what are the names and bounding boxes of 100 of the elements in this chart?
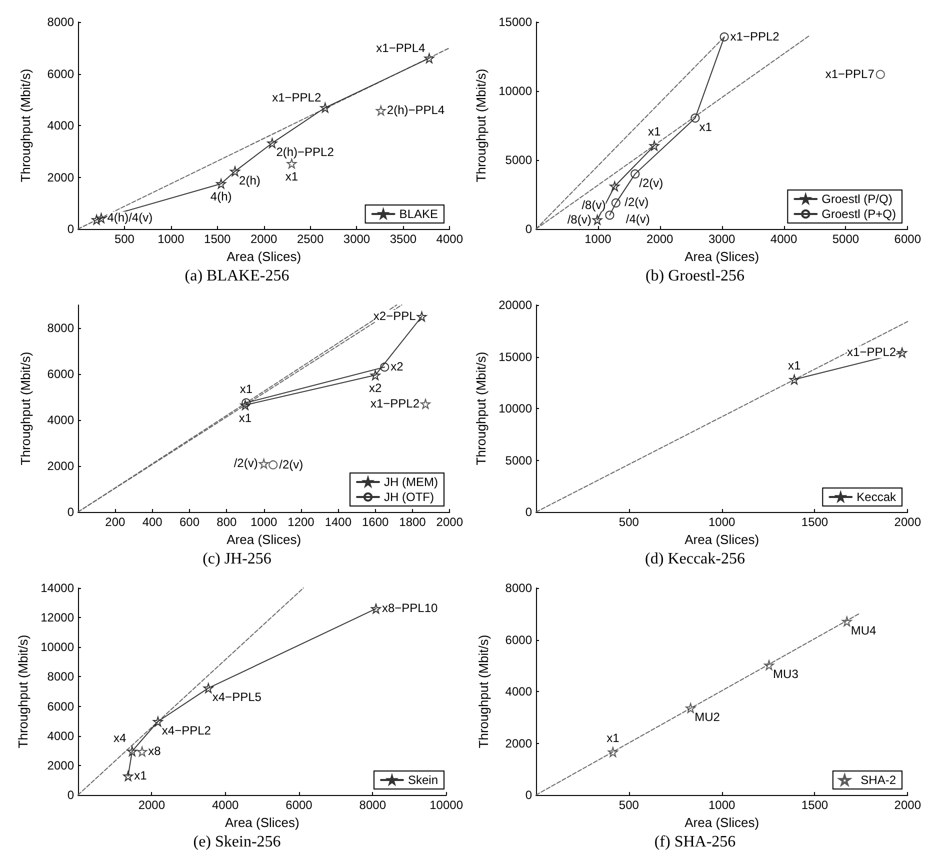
y-axis-title: Throughput (Mbit/s) bbox=[18, 352, 33, 466]
annotation: x4 bbox=[113, 731, 126, 746]
y-axis-title: Throughput (Mbit/s) bbox=[16, 634, 31, 748]
annotation: /2(v) bbox=[639, 176, 664, 190]
annotation: x1 bbox=[606, 731, 620, 746]
x-tick-label: 500 bbox=[114, 232, 135, 246]
y-tick-label: 6000 bbox=[47, 66, 74, 81]
x-tick-label: 1000 bbox=[250, 515, 278, 529]
text: (e) Skein-256 bbox=[193, 834, 281, 850]
annotation: x1−PPL7 bbox=[825, 66, 875, 81]
annotation: x2 bbox=[368, 381, 382, 396]
annotation: x1 bbox=[240, 382, 253, 396]
y-tick-label: 15000 bbox=[498, 350, 532, 364]
annotation: x1 bbox=[648, 124, 661, 139]
y-axis-title: Throughput (Mbit/s) bbox=[476, 634, 491, 748]
x-tick-label: 500 bbox=[618, 798, 640, 812]
annotation: x8−PPL10 bbox=[382, 601, 438, 616]
x-tick-label: 1500 bbox=[801, 515, 828, 529]
annotation: x2−PPL bbox=[373, 309, 416, 323]
x-tick-label: 8000 bbox=[359, 798, 386, 812]
y-tick-label: 4000 bbox=[505, 684, 532, 698]
x-tick-label: 2000 bbox=[138, 798, 166, 812]
y-tick-label: 14000 bbox=[40, 581, 74, 595]
x-axis-title: Area (Slices) bbox=[684, 814, 760, 830]
annotation: MU4 bbox=[850, 623, 877, 638]
text: (f) SHA-256 bbox=[654, 834, 736, 850]
x-tick-label: 4000 bbox=[770, 232, 798, 246]
annotation: /4(v) bbox=[626, 212, 650, 226]
annotation: /2(v) bbox=[234, 456, 258, 470]
x-tick-label: 2000 bbox=[894, 798, 922, 812]
y-tick-label: 0 bbox=[525, 788, 532, 802]
y-tick-label: 10000 bbox=[40, 640, 74, 654]
x-axis-title: Area (Slices) bbox=[224, 814, 300, 830]
annotation: x2 bbox=[390, 360, 404, 374]
y-tick-label: 15000 bbox=[498, 15, 532, 29]
x-tick-label: 1600 bbox=[362, 515, 389, 529]
x-tick-label: 1800 bbox=[399, 515, 426, 529]
annotation: 2(h) bbox=[239, 173, 260, 188]
annotation: 2(h)−PPL2 bbox=[276, 145, 334, 160]
annotation: MU2 bbox=[694, 710, 720, 724]
y-tick-label: 0 bbox=[525, 222, 532, 236]
legend-label: SHA-2 bbox=[860, 773, 896, 787]
x-tick-label: 5000 bbox=[832, 232, 860, 246]
legend-label: BLAKE bbox=[399, 207, 438, 221]
y-tick-label: 5000 bbox=[505, 453, 532, 468]
x-tick-label: 6000 bbox=[286, 798, 313, 812]
annotation: /8(v) bbox=[582, 198, 606, 212]
y-tick-label: 0 bbox=[67, 222, 74, 236]
x-tick-label: 1500 bbox=[204, 232, 232, 246]
x-axis-title: Area (Slices) bbox=[226, 248, 302, 264]
y-tick-label: 6000 bbox=[505, 632, 532, 647]
legend-label: Skein bbox=[408, 773, 438, 787]
annotation: x4−PPL2 bbox=[162, 724, 212, 738]
x-tick-label: 4000 bbox=[212, 798, 239, 812]
legend-label: JH (MEM) bbox=[384, 475, 438, 489]
y-tick-label: 8000 bbox=[47, 15, 74, 29]
annotation: x1 bbox=[134, 768, 148, 783]
x-tick-label: 1000 bbox=[158, 232, 185, 246]
x-tick-label: 10000 bbox=[430, 798, 464, 812]
x-tick-label: 3000 bbox=[343, 232, 370, 246]
x-tick-label: 2000 bbox=[250, 232, 278, 246]
y-tick-label: 4000 bbox=[47, 728, 74, 743]
y-tick-label: 8000 bbox=[47, 321, 74, 335]
x-tick-label: 2000 bbox=[646, 232, 674, 246]
y-tick-label: 8000 bbox=[47, 670, 74, 684]
y-axis-title: Throughput (Mbit/s) bbox=[18, 68, 33, 182]
y-tick-label: 10000 bbox=[498, 84, 532, 98]
y-tick-label: 12000 bbox=[40, 610, 74, 625]
annotation: x1 bbox=[285, 170, 298, 184]
x-tick-label: 1400 bbox=[324, 515, 352, 529]
y-tick-label: 0 bbox=[67, 788, 74, 802]
x-tick-label: 500 bbox=[618, 515, 640, 529]
y-tick-label: 6000 bbox=[47, 367, 74, 381]
y-axis-title: Throughput (Mbit/s) bbox=[474, 352, 489, 466]
annotation: x1−PPL2 bbox=[847, 345, 896, 360]
legend-label: Groestl (P+Q) bbox=[822, 207, 896, 221]
annotation: x1 bbox=[238, 411, 252, 426]
text: (a) BLAKE-256 bbox=[184, 268, 290, 284]
legend-label: Keccak bbox=[856, 490, 897, 504]
x-tick-label: 1500 bbox=[801, 798, 828, 812]
annotation: 2(h)−PPL4 bbox=[386, 102, 445, 117]
y-tick-label: 10000 bbox=[498, 402, 532, 416]
x-tick-label: 6000 bbox=[894, 232, 922, 246]
annotation: x1 bbox=[699, 120, 712, 134]
x-tick-label: 200 bbox=[105, 515, 126, 529]
legend-label: JH (OTF) bbox=[384, 490, 434, 504]
y-tick-label: 2000 bbox=[47, 459, 74, 473]
annotation: x1−PPL2 bbox=[730, 29, 780, 44]
y-tick-label: 2000 bbox=[47, 758, 74, 772]
annotation: x1−PPL4 bbox=[376, 41, 426, 56]
annotation: MU3 bbox=[773, 667, 799, 682]
x-tick-label: 1000 bbox=[584, 232, 612, 246]
y-tick-label: 0 bbox=[525, 505, 532, 519]
x-tick-label: 600 bbox=[179, 515, 200, 529]
y-tick-label: 8000 bbox=[505, 581, 532, 595]
y-tick-label: 20000 bbox=[498, 298, 532, 312]
y-tick-label: 5000 bbox=[505, 153, 532, 167]
annotation: x4−PPL5 bbox=[212, 690, 262, 704]
annotation: x1−PPL2 bbox=[370, 396, 420, 410]
text: (b) Groestl-256 bbox=[645, 268, 745, 284]
